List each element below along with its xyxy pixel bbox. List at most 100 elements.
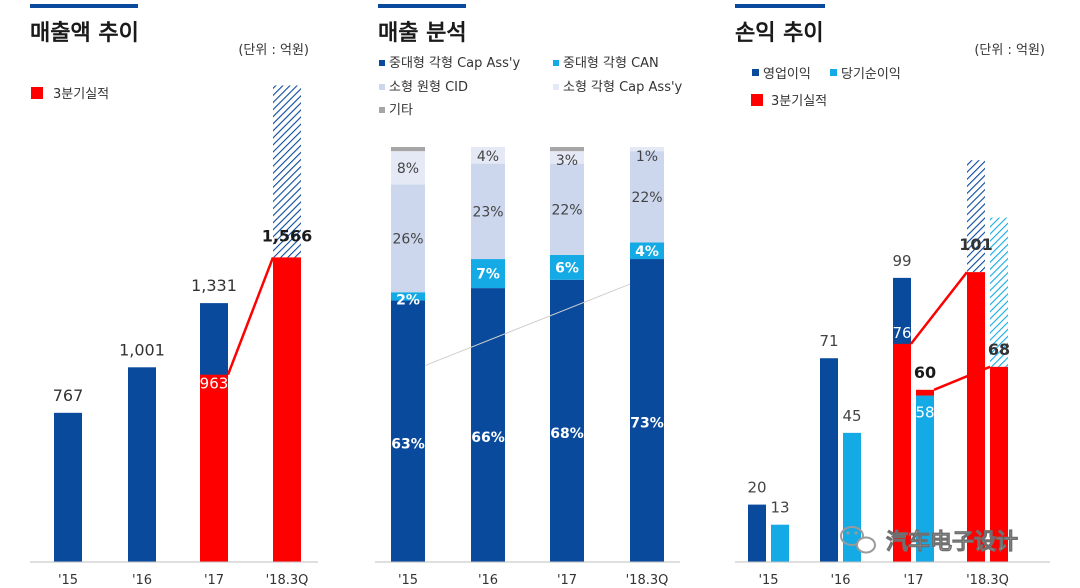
bar-net [771,524,789,562]
legend-label-q3: 3분기실적 [771,94,827,109]
legend-swatch [379,107,385,113]
segment-label: 2% [396,292,420,308]
x-tick-label: '15 [58,573,78,588]
x-tick-label: '15 [398,573,418,588]
x-tick-label: '16 [830,573,850,588]
stack-segment [630,147,664,152]
bar-value-label: 76 [892,324,911,342]
segment-label: 68% [550,426,584,442]
legend-label: 소형 원형 CID [389,80,468,95]
legend-swatch [379,60,385,66]
revenue-bars: 767 '15 1,001 '16 1,331 963 '17 1,566 '18.3Q [53,85,313,588]
trend-connector-line [424,283,631,367]
stack-segment [630,259,664,562]
legend-swatch-q3 [31,87,43,99]
stack-segment [550,163,584,255]
stack-segment [550,151,584,164]
segment-label: 4% [477,149,499,165]
bar-q3-operating [893,343,911,562]
bar-q3-operating [967,272,985,562]
segment-label: 1% [636,149,658,165]
bar-value-label: 45 [842,407,861,425]
q3-net-connector [933,365,991,391]
stack-segment [391,292,425,301]
panel-revenue: 매출액 추이 (단위 : 억원) 3분기실적 767 '15 1,001 '16 1,3… [30,4,318,588]
segment-label: 66% [471,430,505,446]
segment-label: 7% [476,267,500,283]
stack-segment [471,147,505,164]
bar-value-label: 101 [959,235,992,254]
segment-label: 8% [397,161,419,177]
stack-segment [550,147,584,152]
unit-label: (단위 : 억원) [238,43,309,58]
chart-title: 매출액 추이 [30,21,139,46]
bar-q3 [200,374,228,562]
watermark-text: 汽车电子设计 [886,529,1018,555]
legend-label: 중대형 각형 Cap Ass'y [389,56,521,71]
x-tick-label: '17 [903,573,923,588]
title-accent-bar [30,4,138,8]
segment-label: 73% [630,416,664,432]
bar-value-label: 767 [53,386,84,405]
segment-label: 3% [556,153,578,169]
x-tick-label: '18.3Q [626,573,669,588]
bar-value-label: 963 [200,375,229,393]
forecast-hatch-operating [967,160,985,273]
bar-value-label: 71 [819,332,838,350]
bar-operating [820,358,838,562]
legend-label-operating: 영업이익 [763,67,811,82]
bar-value-label: 13 [770,499,789,517]
legend-label: 소형 각형 Cap Ass'y [563,80,683,95]
segment-label: 23% [472,204,503,220]
q3-operating-connector [910,271,968,345]
chart-title: 매출 분석 [378,21,467,46]
title-accent-bar [735,4,825,8]
segment-label: 22% [551,202,582,218]
legend-swatch-q3 [751,94,763,106]
stack-segment [471,163,505,260]
bar-value-label: 1,001 [119,340,165,359]
stack-segment [391,151,425,185]
bar-net [843,432,861,562]
legend-label: 기타 [389,103,413,118]
bar-annual [54,412,82,562]
legend-swatch-net [830,69,837,76]
legend-swatch [553,84,559,90]
bar-value-label: 1,566 [262,226,313,245]
stack-segment [391,300,425,562]
bar-net [916,395,934,562]
panel-sales-mix: 매출 분석 중대형 각형 Cap Ass'y 중대형 각형 CAN 소형 원형 CI… [375,4,683,588]
stack-segment [471,259,505,289]
bar-operating [748,504,766,562]
sales-mix-bars: 63% 2% 26% 8% '15 66% 7% 23% 4% '16 68% 6% 22% 3% '17 7… [391,147,668,588]
x-tick-label: '18.3Q [966,573,1009,588]
stack-segment [471,288,505,562]
legend-swatch-operating [752,69,759,76]
stack-segment [630,242,664,260]
stack-segment [550,254,584,280]
bar-value-label: 60 [914,363,936,382]
legend-swatch [379,84,385,90]
x-tick-label: '15 [758,573,778,588]
legend-label: 중대형 각형 CAN [563,56,659,71]
bar-value-label: 68 [988,340,1010,359]
stack-segment [630,151,664,243]
forecast-hatch-net [990,217,1008,367]
segment-label: 6% [555,260,579,276]
legend: 중대형 각형 Cap Ass'y 중대형 각형 CAN 소형 원형 CID 소형 각형… [379,56,683,118]
segment-label: 63% [391,436,425,452]
bar-value-label: 1,331 [191,276,237,295]
legend-label-q3: 3분기실적 [53,87,109,102]
x-tick-label: '18.3Q [266,573,309,588]
unit-label: (단위 : 억원) [974,43,1045,58]
legend-swatch [553,60,559,66]
x-tick-label: '16 [478,573,498,588]
bar-q3 [273,257,301,562]
x-tick-label: '17 [557,573,577,588]
watermark: 汽车电子设计 [840,526,1018,555]
bar-q3-net-cap [916,389,934,396]
chart-title: 손익 추이 [735,21,824,46]
legend-label-net: 당기순이익 [841,67,901,82]
